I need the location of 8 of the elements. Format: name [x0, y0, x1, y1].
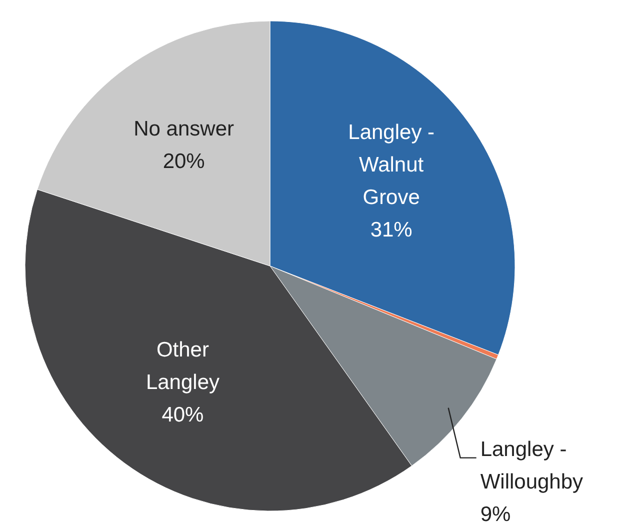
slice-label: Other Langley [146, 338, 220, 394]
data-label: 40% [162, 404, 204, 427]
slice-label: Langley - Willoughby [480, 438, 584, 494]
slice-label: No answer [134, 117, 234, 140]
data-label: 9% [480, 502, 511, 526]
data-label: 20% [162, 150, 205, 173]
data-label: 31% [370, 218, 412, 242]
slice-label: Langley - Walnut Grove [348, 120, 435, 210]
